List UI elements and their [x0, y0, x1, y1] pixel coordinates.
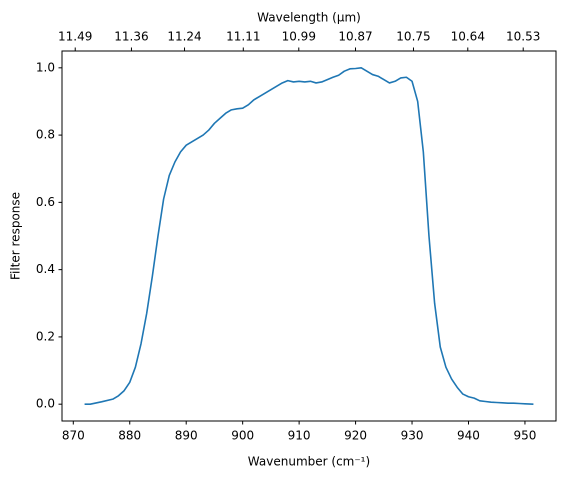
x2-axis-label: Wavelength (μm) [257, 11, 361, 25]
x-tick-label: 930 [401, 429, 424, 443]
x-tick-label: 900 [231, 429, 254, 443]
x-tick-label: 950 [513, 429, 536, 443]
y-axis-label: Filter response [9, 192, 23, 280]
x2-tick-label: 10.64 [451, 30, 485, 44]
x2-tick-label: 11.36 [114, 30, 148, 44]
x2-tick-label: 11.11 [226, 30, 260, 44]
x2-tick-label: 10.87 [338, 30, 372, 44]
x2-tick-label: 10.75 [396, 30, 430, 44]
y-tick-label: 0.4 [36, 262, 55, 276]
x-axis-label: Wavenumber (cm⁻¹) [248, 455, 370, 469]
x-tick-label: 880 [118, 429, 141, 443]
y-tick-label: 0.8 [36, 128, 55, 142]
x-tick-label: 940 [457, 429, 480, 443]
x2-tick-label: 11.49 [58, 30, 92, 44]
x-tick-label: 890 [175, 429, 198, 443]
y-tick-label: 0.0 [36, 397, 55, 411]
x2-tick-label: 10.53 [506, 30, 540, 44]
x-tick-label: 870 [62, 429, 85, 443]
y-tick-label: 0.6 [36, 195, 55, 209]
y-tick-label: 1.0 [36, 60, 55, 74]
x-tick-label: 910 [288, 429, 311, 443]
x2-tick-label: 10.99 [282, 30, 316, 44]
x2-tick-label: 11.24 [167, 30, 201, 44]
y-tick-label: 0.2 [36, 329, 55, 343]
plot-frame [61, 50, 557, 422]
x-tick-label: 920 [344, 429, 367, 443]
data-line [84, 67, 534, 405]
